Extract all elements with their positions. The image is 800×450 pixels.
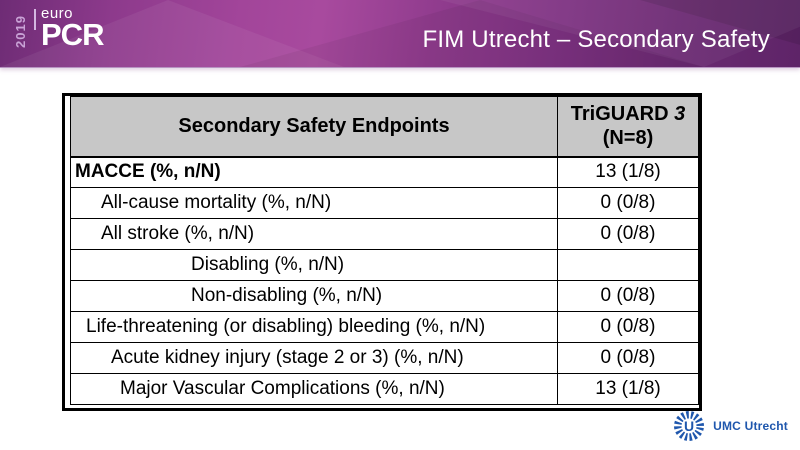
row-label: MACCE (%, n/N): [70, 156, 558, 188]
row-value: [557, 249, 699, 281]
row-value: 0 (0/8): [557, 311, 699, 343]
umc-utrecht-logo: U UMC Utrecht: [671, 408, 788, 444]
table-row-all-cause-mortality: All-cause mortality (%, n/N) 0 (0/8): [70, 187, 699, 219]
table-row-all-stroke: All stroke (%, n/N) 0 (0/8): [70, 218, 699, 250]
header-band: 2019 euro PCR FIM Utrecht – Secondary Sa…: [0, 0, 800, 67]
table-row-acute-kidney-injury: Acute kidney injury (stage 2 or 3) (%, n…: [70, 342, 699, 374]
secondary-safety-table-frame: Secondary Safety Endpoints TriGUARD 3 (N…: [62, 93, 702, 411]
umc-sunburst-icon: U: [674, 411, 705, 441]
row-label: Life-threatening (or disabling) bleeding…: [70, 311, 558, 343]
row-label: All stroke (%, n/N): [70, 218, 558, 250]
triguard-name: TriGUARD: [570, 103, 669, 126]
row-value: 0 (0/8): [557, 342, 699, 374]
europcr-logo-pcr: PCR: [41, 17, 104, 52]
row-label: Non-disabling (%, n/N): [70, 280, 558, 312]
row-value: 13 (1/8): [557, 156, 699, 188]
table-row-major-vascular-complications: Major Vascular Complications (%, n/N) 13…: [70, 373, 699, 405]
row-value: 0 (0/8): [557, 187, 699, 219]
table-header-row: Secondary Safety Endpoints TriGUARD 3 (N…: [70, 96, 699, 158]
svg-text:U: U: [684, 418, 694, 434]
europcr-logo-euro: euro: [41, 5, 74, 22]
row-value: 0 (0/8): [557, 280, 699, 312]
triguard-n: (N=8): [602, 127, 654, 150]
triguard-number: 3: [674, 103, 686, 126]
row-label: Acute kidney injury (stage 2 or 3) (%, n…: [70, 342, 558, 374]
table-row-life-threatening-bleeding: Life-threatening (or disabling) bleeding…: [70, 311, 699, 343]
europcr-logo-wordmark: euro PCR: [41, 5, 104, 52]
row-label: All-cause mortality (%, n/N): [70, 187, 558, 219]
slide-title: FIM Utrecht – Secondary Safety: [422, 26, 770, 53]
europcr-logo-divider: [34, 9, 36, 30]
europcr-logo: 2019 euro PCR: [13, 5, 104, 55]
row-label: Disabling (%, n/N): [70, 249, 558, 281]
endpoints-column-header: Secondary Safety Endpoints: [70, 96, 558, 158]
umc-utrecht-label: UMC Utrecht: [713, 419, 788, 433]
europcr-logo-year: 2019: [13, 15, 28, 48]
row-label: Major Vascular Complications (%, n/N): [70, 373, 558, 405]
table-row-non-disabling: Non-disabling (%, n/N) 0 (0/8): [70, 280, 699, 312]
triguard-column-header: TriGUARD 3 (N=8): [557, 96, 699, 158]
row-value: 0 (0/8): [557, 218, 699, 250]
secondary-safety-table: Secondary Safety Endpoints TriGUARD 3 (N…: [70, 96, 699, 405]
table-row-macce: MACCE (%, n/N) 13 (1/8): [70, 156, 699, 188]
row-value: 13 (1/8): [557, 373, 699, 405]
table-row-disabling: Disabling (%, n/N): [70, 249, 699, 281]
